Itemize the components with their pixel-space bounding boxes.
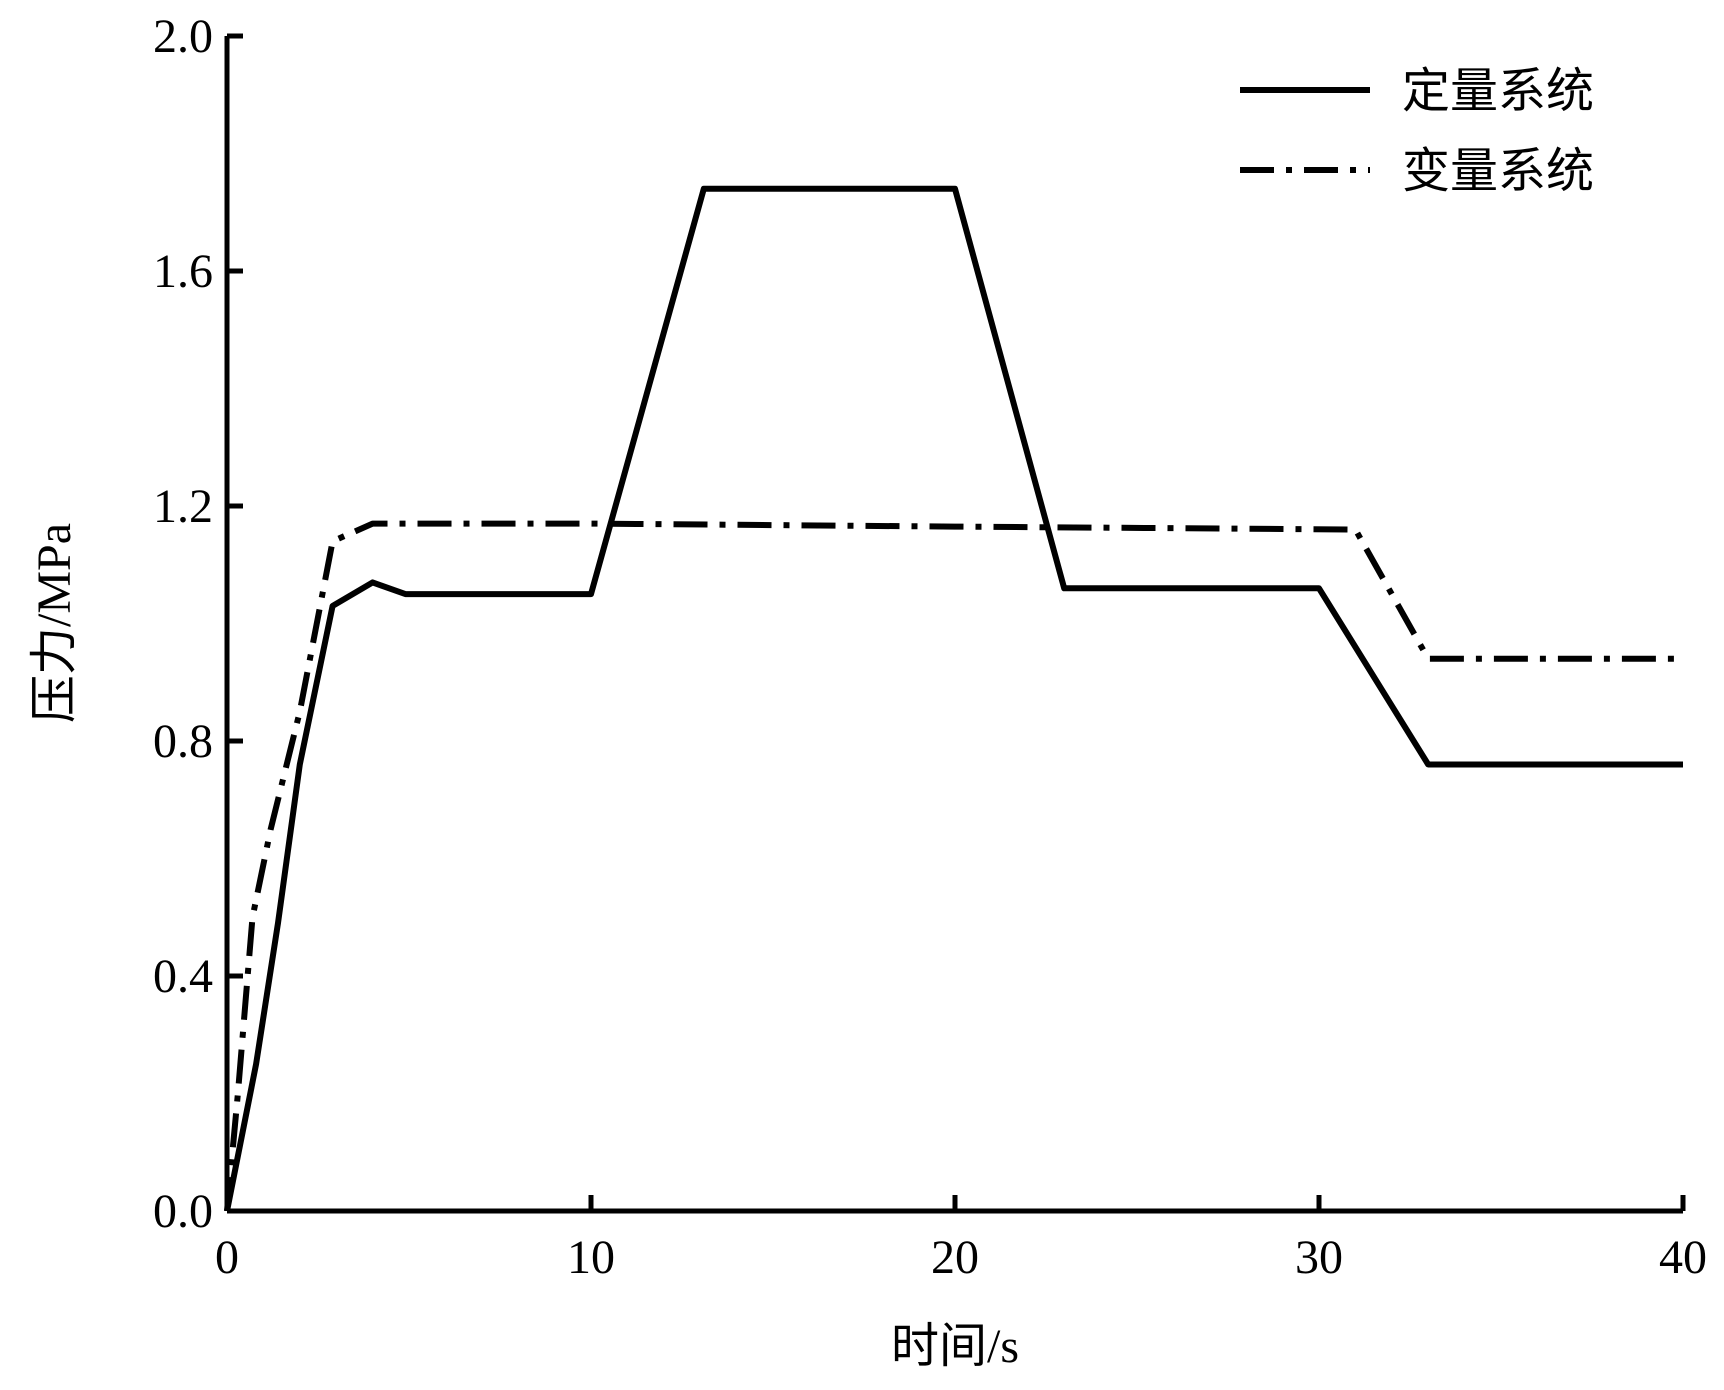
x-tick-label: 0 <box>215 1231 239 1284</box>
x-tick-label: 40 <box>1659 1231 1707 1284</box>
legend-label: 定量系统 <box>1402 65 1594 118</box>
y-axis-label: 压力/MPa <box>28 523 81 723</box>
x-axis-label: 时间/s <box>891 1320 1019 1373</box>
y-tick-label: 0.0 <box>153 1185 213 1238</box>
series-line <box>224 185 1683 1212</box>
x-tick-label: 20 <box>931 1231 979 1284</box>
y-tick-label: 0.4 <box>153 950 213 1003</box>
y-tick-label: 1.6 <box>153 245 213 298</box>
x-tick-label: 10 <box>567 1231 615 1284</box>
y-tick-label: 0.8 <box>153 715 213 768</box>
legend-label: 变量系统 <box>1402 145 1594 198</box>
y-tick-label: 2.0 <box>153 10 213 63</box>
y-tick-label: 1.2 <box>153 480 213 533</box>
x-tick-label: 30 <box>1295 1231 1343 1284</box>
series-line <box>224 520 1683 1212</box>
